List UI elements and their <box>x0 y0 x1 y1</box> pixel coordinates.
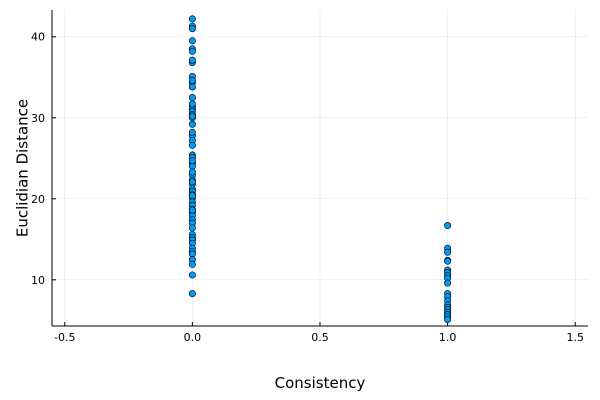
data-point <box>188 15 196 23</box>
y-tick-label: 20 <box>31 193 45 206</box>
x-tick-label: 0.0 <box>184 331 202 344</box>
data-point <box>444 257 452 265</box>
data-point <box>188 25 196 33</box>
x-axis-title: Consistency <box>275 374 366 392</box>
y-tick-label: 30 <box>31 112 45 125</box>
data-point <box>188 271 196 279</box>
data-point <box>188 260 196 268</box>
y-tick-label: 40 <box>31 31 45 44</box>
data-point <box>188 290 196 298</box>
x-tick-label: 1.0 <box>439 331 457 344</box>
data-point <box>444 222 452 230</box>
data-point <box>188 224 196 232</box>
data-point <box>188 112 196 120</box>
grid <box>52 10 588 326</box>
data-point <box>188 76 196 84</box>
tick-labels: -0.5 0.0 0.5 1.0 1.5 10 20 30 40 <box>31 31 584 344</box>
data-point <box>444 248 452 256</box>
data-point <box>444 279 452 287</box>
data-points <box>188 15 452 324</box>
data-point <box>188 120 196 128</box>
data-point <box>188 206 196 214</box>
data-point <box>188 37 196 45</box>
data-point <box>188 157 196 165</box>
data-point <box>188 83 196 91</box>
data-point <box>188 141 196 149</box>
data-point <box>444 316 452 324</box>
data-point <box>188 128 196 136</box>
x-tick-label: 1.5 <box>566 331 584 344</box>
data-point <box>188 100 196 108</box>
y-axis-title: Euclidian Distance <box>13 99 31 237</box>
data-point <box>188 47 196 55</box>
data-point <box>188 94 196 102</box>
data-point <box>188 178 196 186</box>
data-point <box>188 168 196 176</box>
x-tick-label: -0.5 <box>54 331 75 344</box>
y-tick-label: 10 <box>31 274 45 287</box>
axes <box>51 10 588 327</box>
x-tick-label: 0.5 <box>311 331 329 344</box>
data-point <box>188 56 196 64</box>
data-point <box>188 192 196 200</box>
